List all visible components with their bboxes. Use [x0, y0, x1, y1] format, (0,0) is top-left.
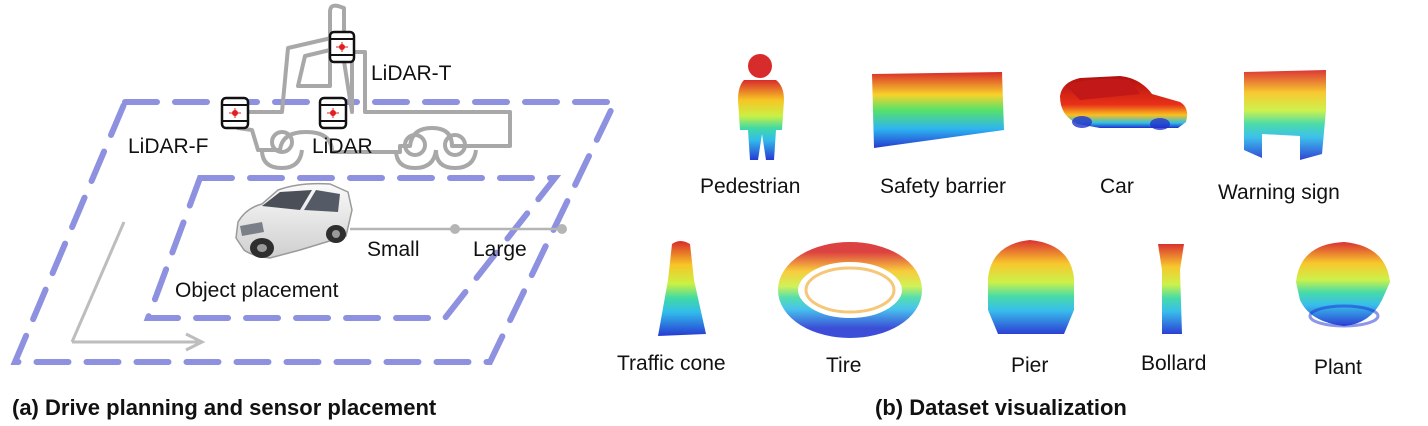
label-plant: Plant — [1314, 356, 1362, 379]
panel-b-dataset-visualization: Pedestrian Safety barrier Car Warning si… — [617, 54, 1390, 420]
pedestrian-point-cloud — [738, 54, 784, 160]
car-point-cloud — [1060, 76, 1188, 130]
pier-point-cloud — [988, 240, 1074, 334]
lidar-top-sensor-icon — [328, 30, 356, 64]
zone-large-label: Large — [473, 238, 527, 261]
placed-car-icon — [235, 182, 353, 259]
plant-point-cloud — [1296, 242, 1390, 328]
panel-a-drive-planning: LiDAR-T LiDAR-F LiDAR Small Large Object… — [10, 3, 620, 420]
traffic-cone-point-cloud — [658, 241, 706, 336]
warning-sign-point-cloud — [1244, 70, 1326, 160]
drive-path-arrow — [70, 221, 206, 352]
label-pier: Pier — [1011, 354, 1048, 377]
panel-b-caption: (b) Dataset visualization — [875, 395, 1127, 420]
label-bollard: Bollard — [1141, 352, 1206, 375]
lidar-middle-sensor-icon — [318, 96, 348, 130]
label-car: Car — [1100, 175, 1134, 198]
label-tire: Tire — [826, 354, 861, 377]
lidar-middle-label: LiDAR — [312, 135, 373, 158]
label-pedestrian: Pedestrian — [700, 175, 800, 198]
label-traffic-cone: Traffic cone — [617, 352, 726, 375]
zone-small-label: Small — [367, 238, 420, 261]
safety-barrier-point-cloud — [872, 72, 1004, 148]
panel-a-caption: (a) Drive planning and sensor placement — [12, 395, 437, 420]
small-zone-dashed-outline — [143, 175, 562, 321]
truck-outline-icon — [236, 3, 512, 170]
label-warning-sign: Warning sign — [1218, 181, 1340, 204]
distance-marker-line — [350, 224, 567, 234]
lidar-front-label: LiDAR-F — [128, 135, 209, 158]
label-safety-barrier: Safety barrier — [880, 175, 1006, 198]
tire-point-cloud — [778, 242, 922, 338]
lidar-front-sensor-icon — [220, 96, 250, 130]
object-placement-label: Object placement — [175, 279, 339, 302]
large-zone-dashed-outline — [10, 99, 620, 365]
bollard-point-cloud — [1158, 244, 1184, 334]
lidar-top-label: LiDAR-T — [371, 62, 452, 85]
